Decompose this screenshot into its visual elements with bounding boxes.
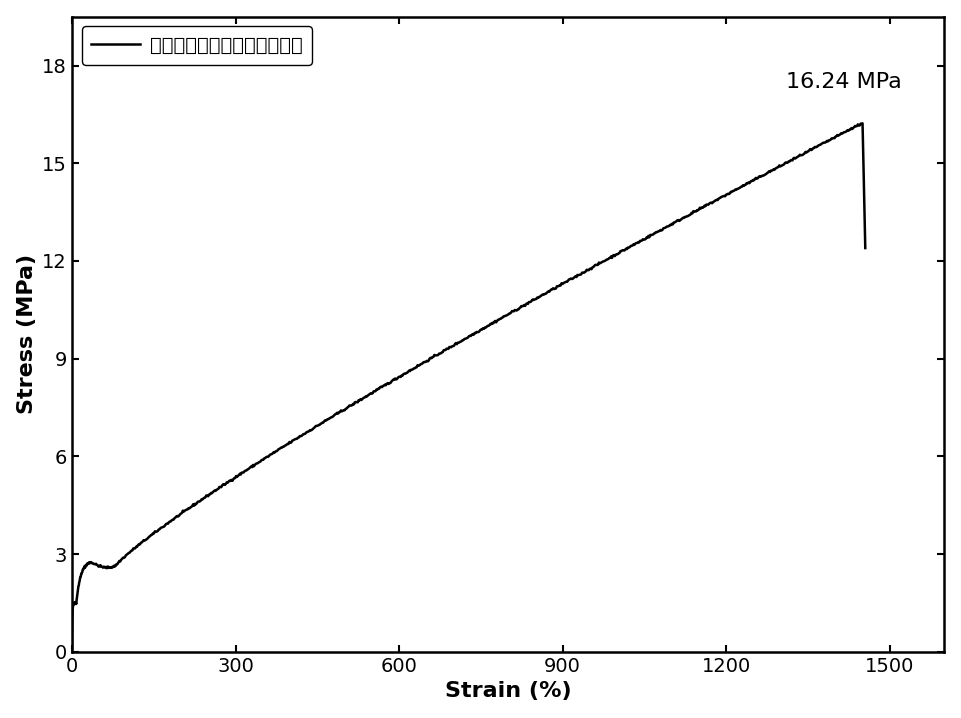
Line: 钓氧团簇基固态聚合物电解质: 钓氧团簇基固态聚合物电解质 xyxy=(72,123,865,652)
钓氧团簇基固态聚合物电解质 xyxy=(152,527,163,536)
钓氧团簇基固态聚合物电解质 xyxy=(857,119,869,128)
钓氧团簇基固态聚合物电解质 xyxy=(859,244,871,253)
X-axis label: Strain (%): Strain (%) xyxy=(445,681,572,701)
钓氧团簇基固态聚合物电解质 xyxy=(703,200,715,208)
Y-axis label: Stress (MPa): Stress (MPa) xyxy=(16,254,37,414)
Text: 16.24 MPa: 16.24 MPa xyxy=(786,72,902,92)
钓氧团簇基固态聚合物电解质 xyxy=(717,192,728,201)
钓氧团簇基固态聚合物电解质 xyxy=(770,164,781,173)
钓氧团簇基固态聚合物电解质 xyxy=(226,475,237,484)
钓氧团簇基固态聚合物电解质 xyxy=(66,648,78,656)
钓氧团簇基固态聚合物电解质 xyxy=(857,146,869,154)
Legend: 钓氧团簇基固态聚合物电解质: 钓氧团簇基固态聚合物电解质 xyxy=(82,27,312,65)
